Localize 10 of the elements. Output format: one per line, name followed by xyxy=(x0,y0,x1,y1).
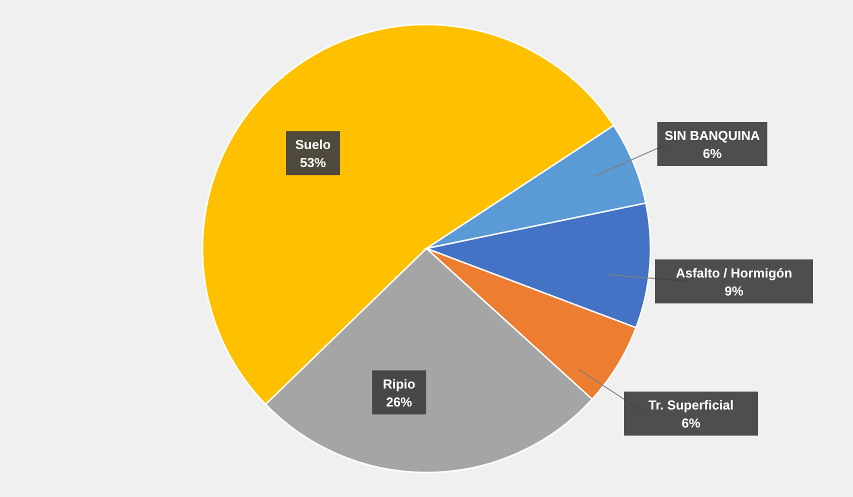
slice-label: Suelo xyxy=(295,137,331,152)
data-label: 9% xyxy=(724,283,744,298)
data-label: 6% xyxy=(682,416,701,431)
slice-label: Tr. Superficial xyxy=(648,398,734,413)
data-label: 6% xyxy=(702,146,722,161)
slice-label: SIN BANQUINA xyxy=(664,128,761,143)
slice-label: Ripio xyxy=(382,376,416,392)
data-label: 26% xyxy=(386,394,413,410)
slice-label: Asfalto / Hormigón xyxy=(676,265,792,280)
data-label: 53% xyxy=(300,155,326,170)
